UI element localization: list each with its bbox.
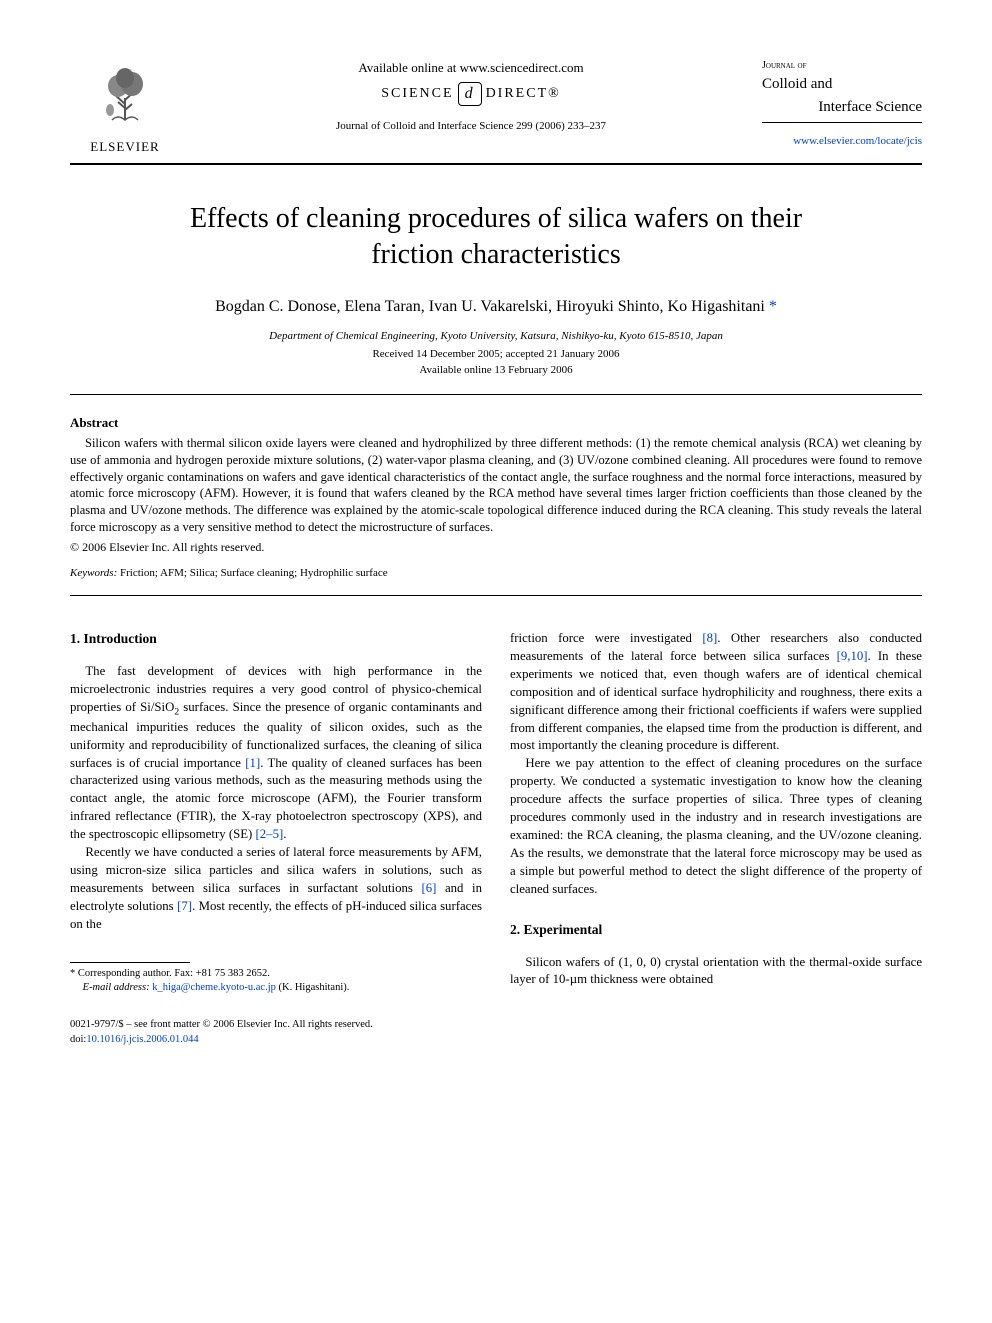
journal-brand-block: Journal of Colloid and Interface Science… bbox=[762, 50, 922, 150]
footnote-rule bbox=[70, 962, 190, 963]
title-line-1: Effects of cleaning procedures of silica… bbox=[190, 203, 802, 234]
journal-name-1: Colloid and bbox=[762, 73, 922, 96]
col2-para-1: friction force were investigated [8]. Ot… bbox=[510, 630, 922, 755]
col2-p1-a: friction force were investigated bbox=[510, 631, 702, 645]
doi-label: doi: bbox=[70, 1034, 86, 1045]
sd-left: SCIENCE bbox=[381, 86, 453, 102]
email-link[interactable]: k_higa@cheme.kyoto-u.ac.jp bbox=[152, 982, 276, 993]
header-center: Available online at www.sciencedirect.co… bbox=[180, 50, 762, 132]
doi-line: doi:10.1016/j.jcis.2006.01.044 bbox=[70, 1033, 922, 1048]
keywords: Keywords: Friction; AFM; Silica; Surface… bbox=[70, 567, 922, 579]
doi-link[interactable]: 10.1016/j.jcis.2006.01.044 bbox=[86, 1034, 198, 1045]
keywords-list: Friction; AFM; Silica; Surface cleaning;… bbox=[117, 567, 387, 579]
available-online-text: Available online at www.sciencedirect.co… bbox=[180, 60, 762, 76]
header-divider bbox=[762, 122, 922, 123]
email-line: E-mail address: k_higa@cheme.kyoto-u.ac.… bbox=[70, 981, 482, 996]
email-label: E-mail address: bbox=[83, 982, 153, 993]
available-date: Available online 13 February 2006 bbox=[70, 364, 922, 376]
citation-8[interactable]: [8] bbox=[702, 631, 717, 645]
elsevier-wordmark: ELSEVIER bbox=[70, 139, 180, 155]
keywords-label: Keywords: bbox=[70, 567, 117, 579]
locate-link[interactable]: www.elsevier.com/locate/jcis bbox=[762, 133, 922, 150]
column-left: 1. Introduction The fast development of … bbox=[70, 630, 482, 996]
intro-para-2: Recently we have conducted a series of l… bbox=[70, 844, 482, 934]
abstract-text: Silicon wafers with thermal silicon oxid… bbox=[70, 435, 922, 536]
affiliation: Department of Chemical Engineering, Kyot… bbox=[70, 330, 922, 342]
abstract-bottom-rule bbox=[70, 595, 922, 596]
science-direct-logo: SCIENCE d DIRECT® bbox=[180, 82, 762, 106]
title-line-2: friction characteristics bbox=[371, 239, 621, 270]
elsevier-tree-icon bbox=[90, 60, 160, 130]
journal-name-2: Interface Science bbox=[762, 96, 922, 119]
elsevier-logo: ELSEVIER bbox=[70, 60, 180, 155]
received-accepted: Received 14 December 2005; accepted 21 J… bbox=[70, 348, 922, 360]
journal-citation: Journal of Colloid and Interface Science… bbox=[180, 120, 762, 132]
corresponding-star[interactable]: * bbox=[765, 298, 777, 315]
section-1-heading: 1. Introduction bbox=[70, 630, 482, 649]
exp-para-1: Silicon wafers of (1, 0, 0) crystal orie… bbox=[510, 954, 922, 990]
abstract-heading: Abstract bbox=[70, 415, 922, 431]
front-matter-line: 0021-9797/$ – see front matter © 2006 El… bbox=[70, 1018, 922, 1033]
page-header: ELSEVIER Available online at www.science… bbox=[70, 50, 922, 155]
abstract-block: Abstract Silicon wafers with thermal sil… bbox=[70, 415, 922, 555]
abstract-copyright: © 2006 Elsevier Inc. All rights reserved… bbox=[70, 540, 922, 555]
footnote-block: * Corresponding author. Fax: +81 75 383 … bbox=[70, 967, 482, 996]
author-list: Bogdan C. Donose, Elena Taran, Ivan U. V… bbox=[70, 298, 922, 316]
column-right: friction force were investigated [8]. Ot… bbox=[510, 630, 922, 996]
col2-para-2: Here we pay attention to the effect of c… bbox=[510, 755, 922, 898]
authors-text: Bogdan C. Donose, Elena Taran, Ivan U. V… bbox=[215, 298, 765, 315]
citation-6[interactable]: [6] bbox=[421, 881, 436, 895]
intro-p1-d: . bbox=[283, 827, 286, 841]
intro-para-1: The fast development of devices with hig… bbox=[70, 663, 482, 844]
col2-p1-c: . In these experiments we noticed that, … bbox=[510, 649, 922, 753]
abstract-top-rule bbox=[70, 394, 922, 395]
sd-glyph-icon: d bbox=[458, 82, 482, 106]
page-footer: 0021-9797/$ – see front matter © 2006 El… bbox=[70, 1018, 922, 1047]
title-top-rule bbox=[70, 163, 922, 165]
sd-right: DIRECT® bbox=[486, 86, 561, 102]
body-columns: 1. Introduction The fast development of … bbox=[70, 630, 922, 996]
citation-9-10[interactable]: [9,10] bbox=[837, 649, 868, 663]
section-2-heading: 2. Experimental bbox=[510, 921, 922, 940]
citation-1[interactable]: [1] bbox=[245, 756, 260, 770]
citation-2-5[interactable]: [2–5] bbox=[256, 827, 284, 841]
publisher-logo-block: ELSEVIER bbox=[70, 50, 180, 155]
journal-of-label: Journal of bbox=[762, 58, 922, 73]
email-who: (K. Higashitani). bbox=[276, 982, 350, 993]
corresponding-author-note: * Corresponding author. Fax: +81 75 383 … bbox=[70, 967, 482, 982]
article-title: Effects of cleaning procedures of silica… bbox=[70, 201, 922, 274]
citation-7[interactable]: [7] bbox=[177, 899, 192, 913]
